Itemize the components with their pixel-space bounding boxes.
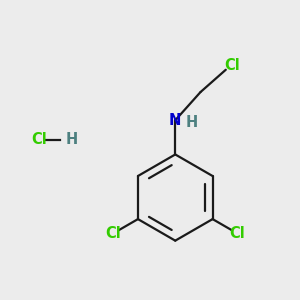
Text: Cl: Cl [230,226,245,241]
Text: Cl: Cl [31,132,47,147]
Text: Cl: Cl [224,58,240,73]
Text: N: N [169,113,182,128]
Text: H: H [65,132,77,147]
Text: Cl: Cl [105,226,121,241]
Text: H: H [185,115,198,130]
